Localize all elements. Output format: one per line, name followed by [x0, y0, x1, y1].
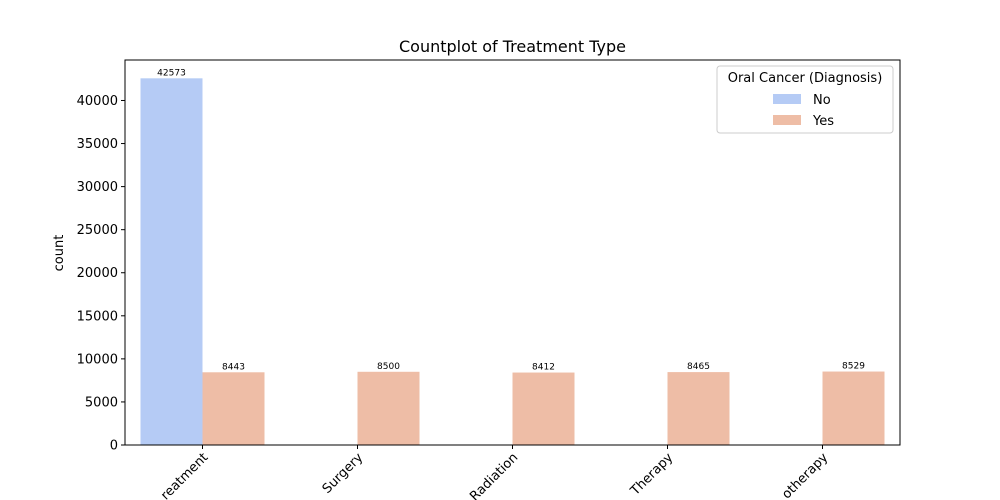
legend-title: Oral Cancer (Diagnosis) — [728, 71, 883, 86]
y-tick-label: 35000 — [77, 137, 118, 152]
bar-value-label: 8500 — [377, 362, 400, 372]
x-tick-label: Therapy — [627, 450, 676, 499]
bar-value-label: 42573 — [157, 68, 186, 78]
bar-value-label: 8529 — [842, 362, 865, 372]
x-tick-label: otherapy — [779, 450, 831, 500]
bar-value-label: 8412 — [532, 363, 555, 373]
x-tick-label: reatment — [158, 450, 211, 500]
bar-labels-group: 42573 8443 8500 8412 8465 8529 — [157, 68, 865, 372]
bar-yes-1 — [357, 371, 420, 445]
legend-swatch-no — [773, 94, 801, 104]
legend: Oral Cancer (Diagnosis) No Yes — [716, 65, 894, 134]
plot-frame — [124, 59, 901, 446]
y-axis-label: count — [52, 235, 67, 272]
legend-label-yes: Yes — [812, 114, 834, 129]
bar-yes-4 — [822, 371, 885, 445]
bar-yes-2 — [512, 372, 575, 445]
y-tick-label: 10000 — [77, 352, 118, 367]
bar-yes-0 — [202, 372, 265, 445]
y-tick-label: 15000 — [77, 309, 118, 324]
y-tick-label: 25000 — [77, 223, 118, 238]
legend-label-no: No — [813, 93, 831, 108]
y-tick-label: 30000 — [77, 180, 118, 195]
bar-value-label: 8465 — [687, 362, 710, 372]
y-axis: 0 5000 10000 15000 20000 25000 30000 35000 40000 — [77, 94, 125, 454]
y-tick-label: 20000 — [77, 266, 118, 281]
legend-box — [716, 65, 894, 134]
x-axis: reatment Surgery Radiation Therapy otherapy — [158, 445, 832, 500]
bar-yes-3 — [667, 372, 730, 445]
bar-value-label: 8443 — [222, 362, 245, 372]
bar-no-0 — [140, 78, 203, 446]
y-tick-label: 0 — [110, 439, 118, 454]
bars-group — [140, 78, 885, 446]
x-tick-label: Surgery — [320, 450, 367, 497]
legend-swatch-yes — [773, 115, 801, 125]
y-tick-label: 40000 — [77, 94, 118, 109]
chart-title: Countplot of Treatment Type — [399, 37, 626, 56]
y-tick-label: 5000 — [85, 395, 118, 410]
x-tick-label: Radiation — [467, 450, 521, 500]
